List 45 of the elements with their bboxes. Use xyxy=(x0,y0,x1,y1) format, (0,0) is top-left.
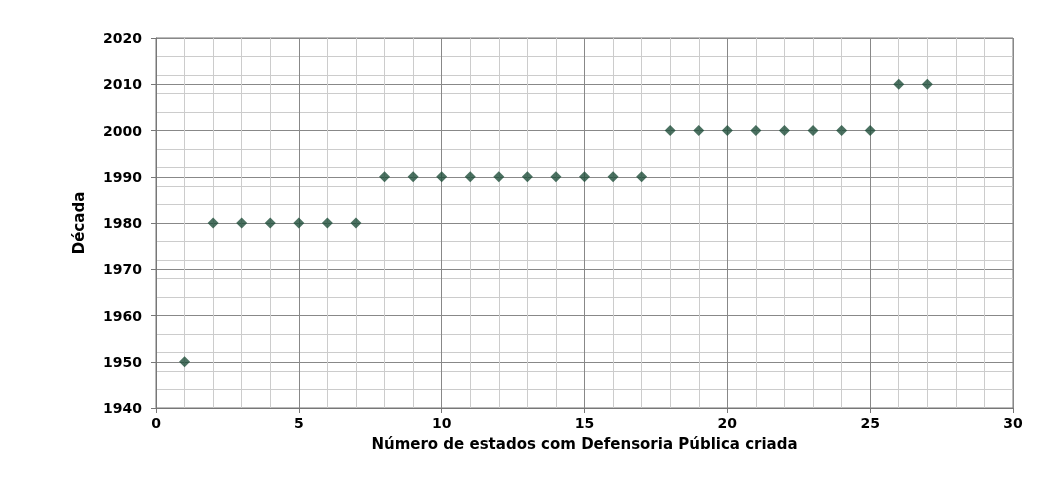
point xyxy=(321,217,333,229)
point xyxy=(664,125,676,136)
point xyxy=(179,356,191,368)
y-tick-label: 1960 xyxy=(103,307,143,324)
x-tick-label: 30 xyxy=(1003,415,1023,431)
point xyxy=(893,78,905,90)
point xyxy=(750,125,762,136)
point xyxy=(293,217,305,229)
y-axis-title: Década xyxy=(69,191,88,255)
point xyxy=(921,78,933,90)
point xyxy=(521,171,533,183)
x-tick-label: 20 xyxy=(717,415,738,431)
point xyxy=(636,171,648,183)
point xyxy=(436,171,448,183)
y-tick-label: 1990 xyxy=(103,168,143,185)
point xyxy=(721,125,733,136)
point xyxy=(807,125,819,136)
x-tick-label: 25 xyxy=(860,415,880,431)
y-tick-label: 2000 xyxy=(103,122,143,139)
x-tick-label: 5 xyxy=(293,415,304,431)
point xyxy=(864,125,876,136)
point xyxy=(464,171,476,183)
x-tick-label: 10 xyxy=(431,415,452,431)
y-tick-label: 1980 xyxy=(103,215,143,231)
x-axis-title: Número de estados com Defensoria Pública criada xyxy=(371,434,798,453)
point xyxy=(264,217,276,229)
y-tick-label: 2010 xyxy=(103,76,143,93)
y-tick-label: 1950 xyxy=(103,353,143,370)
y-tick-label: 1940 xyxy=(103,400,143,416)
point xyxy=(778,125,790,136)
point xyxy=(407,171,419,183)
point xyxy=(607,171,619,183)
point xyxy=(493,171,505,183)
x-tick-label: 15 xyxy=(574,415,595,431)
point xyxy=(579,171,590,183)
point xyxy=(693,125,705,136)
point xyxy=(379,171,391,183)
point xyxy=(836,125,848,136)
point xyxy=(550,171,562,183)
y-tick-label: 2020 xyxy=(103,30,143,46)
point xyxy=(207,217,219,229)
y-tick-label: 1970 xyxy=(103,261,143,278)
point xyxy=(236,217,248,229)
point xyxy=(350,217,362,229)
x-tick-label: 0 xyxy=(151,415,162,431)
